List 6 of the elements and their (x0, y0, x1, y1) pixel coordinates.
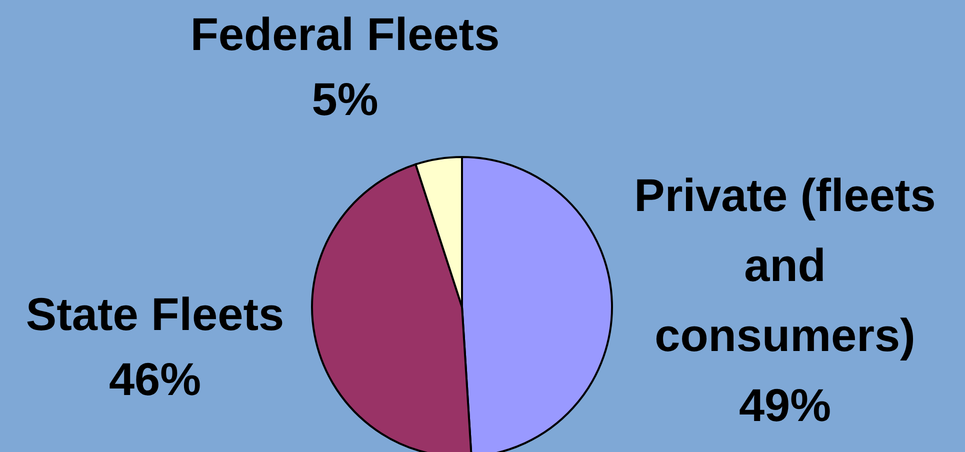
slice-label: State Fleets (24, 287, 286, 342)
slice-label: Private (fleets and consumers) (633, 168, 937, 363)
data-label: 49% (738, 378, 832, 433)
data-label: 5% (310, 72, 380, 127)
slice-label: Federal Fleets (189, 7, 501, 62)
data-label: 46% (108, 352, 202, 407)
